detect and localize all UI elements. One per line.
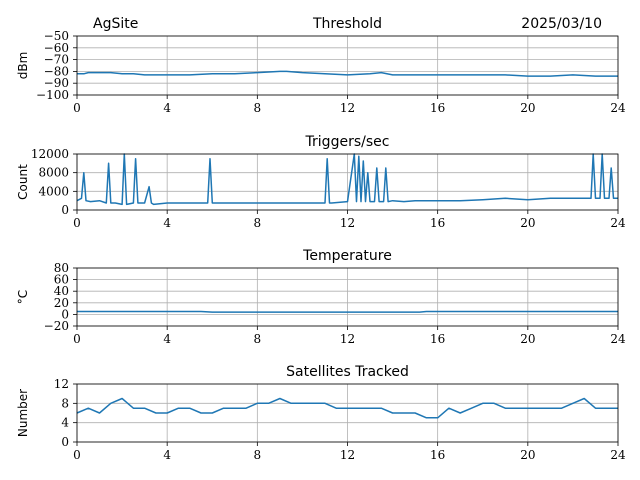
y-tick-label: 12 xyxy=(54,377,69,391)
site-label: AgSite xyxy=(93,16,138,32)
series-line xyxy=(77,70,618,77)
y-tick-label: 0 xyxy=(61,203,69,217)
x-tick-label: 4 xyxy=(163,216,171,230)
y-tick-label: 4 xyxy=(61,416,69,430)
axes-frame xyxy=(76,35,619,96)
y-tick-label: −90 xyxy=(44,76,69,90)
chart-title: Triggers/sec xyxy=(305,134,390,150)
axes-frame xyxy=(76,383,619,443)
x-tick-label: 4 xyxy=(163,448,171,462)
chart-title: Threshold xyxy=(312,16,382,32)
x-tick-label: 12 xyxy=(340,332,355,346)
x-tick-label: 24 xyxy=(610,448,626,462)
y-tick-label: −20 xyxy=(44,319,69,333)
y-tick-label: 20 xyxy=(54,296,69,310)
y-tick-label: −80 xyxy=(44,64,69,78)
x-tick-label: 16 xyxy=(430,216,445,230)
chart-title: Temperature xyxy=(302,248,392,264)
series-line xyxy=(76,153,618,206)
series-line xyxy=(76,397,618,419)
x-tick-label: 20 xyxy=(520,216,535,230)
chart-title: Satellites Tracked xyxy=(286,364,409,380)
y-tick-label: 60 xyxy=(54,273,69,287)
x-tick-label: 12 xyxy=(340,216,355,230)
series-line xyxy=(77,310,618,313)
y-axis-label: Count xyxy=(16,164,30,200)
chart-panel-1: 0 4 8 12 16 20 24 −50−60−70−80−90−100 Threshold d… xyxy=(16,16,626,115)
x-tick-label: 8 xyxy=(254,332,262,346)
y-tick-label: 4000 xyxy=(38,184,69,198)
x-tick-label: 8 xyxy=(254,101,262,115)
x-tick-label: 16 xyxy=(430,332,445,346)
y-tick-label: 0 xyxy=(61,435,69,449)
x-tick-label: 12 xyxy=(340,448,355,462)
y-tick-label: −50 xyxy=(44,29,69,43)
y-tick-label: 80 xyxy=(54,261,69,275)
y-tick-label: 8 xyxy=(61,396,69,410)
x-tick-label: 24 xyxy=(610,216,626,230)
y-tick-label: 0 xyxy=(61,307,69,321)
y-tick-label: 12000 xyxy=(31,147,69,161)
x-tick-label: 24 xyxy=(610,101,626,115)
x-tick-label: 0 xyxy=(73,332,81,346)
x-tick-label: 8 xyxy=(254,448,262,462)
chart-panel-4: 0 4 8 12 16 20 24 0 4 8 12 Satellites Tracked Number xyxy=(16,364,626,462)
y-axis-label: Number xyxy=(16,389,30,437)
x-tick-label: 4 xyxy=(163,101,171,115)
x-tick-label: 20 xyxy=(520,101,535,115)
chart-panels: 0 4 8 12 16 20 24 −50−60−70−80−90−100 Threshold d… xyxy=(16,16,626,462)
y-tick-label: −60 xyxy=(44,41,69,55)
x-tick-label: 20 xyxy=(520,332,535,346)
x-tick-label: 8 xyxy=(254,216,262,230)
y-tick-label: 40 xyxy=(54,284,69,298)
x-tick-label: 0 xyxy=(73,448,81,462)
x-tick-label: 0 xyxy=(73,101,81,115)
y-tick-label: −100 xyxy=(36,88,69,102)
y-axis-label: °C xyxy=(16,290,30,304)
chart-panel-2: 0 4 8 12 16 20 24 0 4000 8000 12000 Triggers/sec Cou… xyxy=(16,134,626,230)
x-tick-label: 16 xyxy=(430,448,445,462)
y-axis-label: dBm xyxy=(16,52,30,80)
axes-frame xyxy=(76,153,619,211)
x-tick-label: 0 xyxy=(73,216,81,230)
x-tick-label: 24 xyxy=(610,332,626,346)
axes-frame xyxy=(76,267,619,327)
x-tick-label: 20 xyxy=(520,448,535,462)
x-tick-label: 16 xyxy=(430,101,445,115)
x-tick-label: 4 xyxy=(163,332,171,346)
x-tick-label: 12 xyxy=(340,101,355,115)
date-label: 2025/03/10 xyxy=(521,16,602,32)
y-tick-label: −70 xyxy=(44,53,69,67)
y-tick-label: 8000 xyxy=(38,166,69,180)
